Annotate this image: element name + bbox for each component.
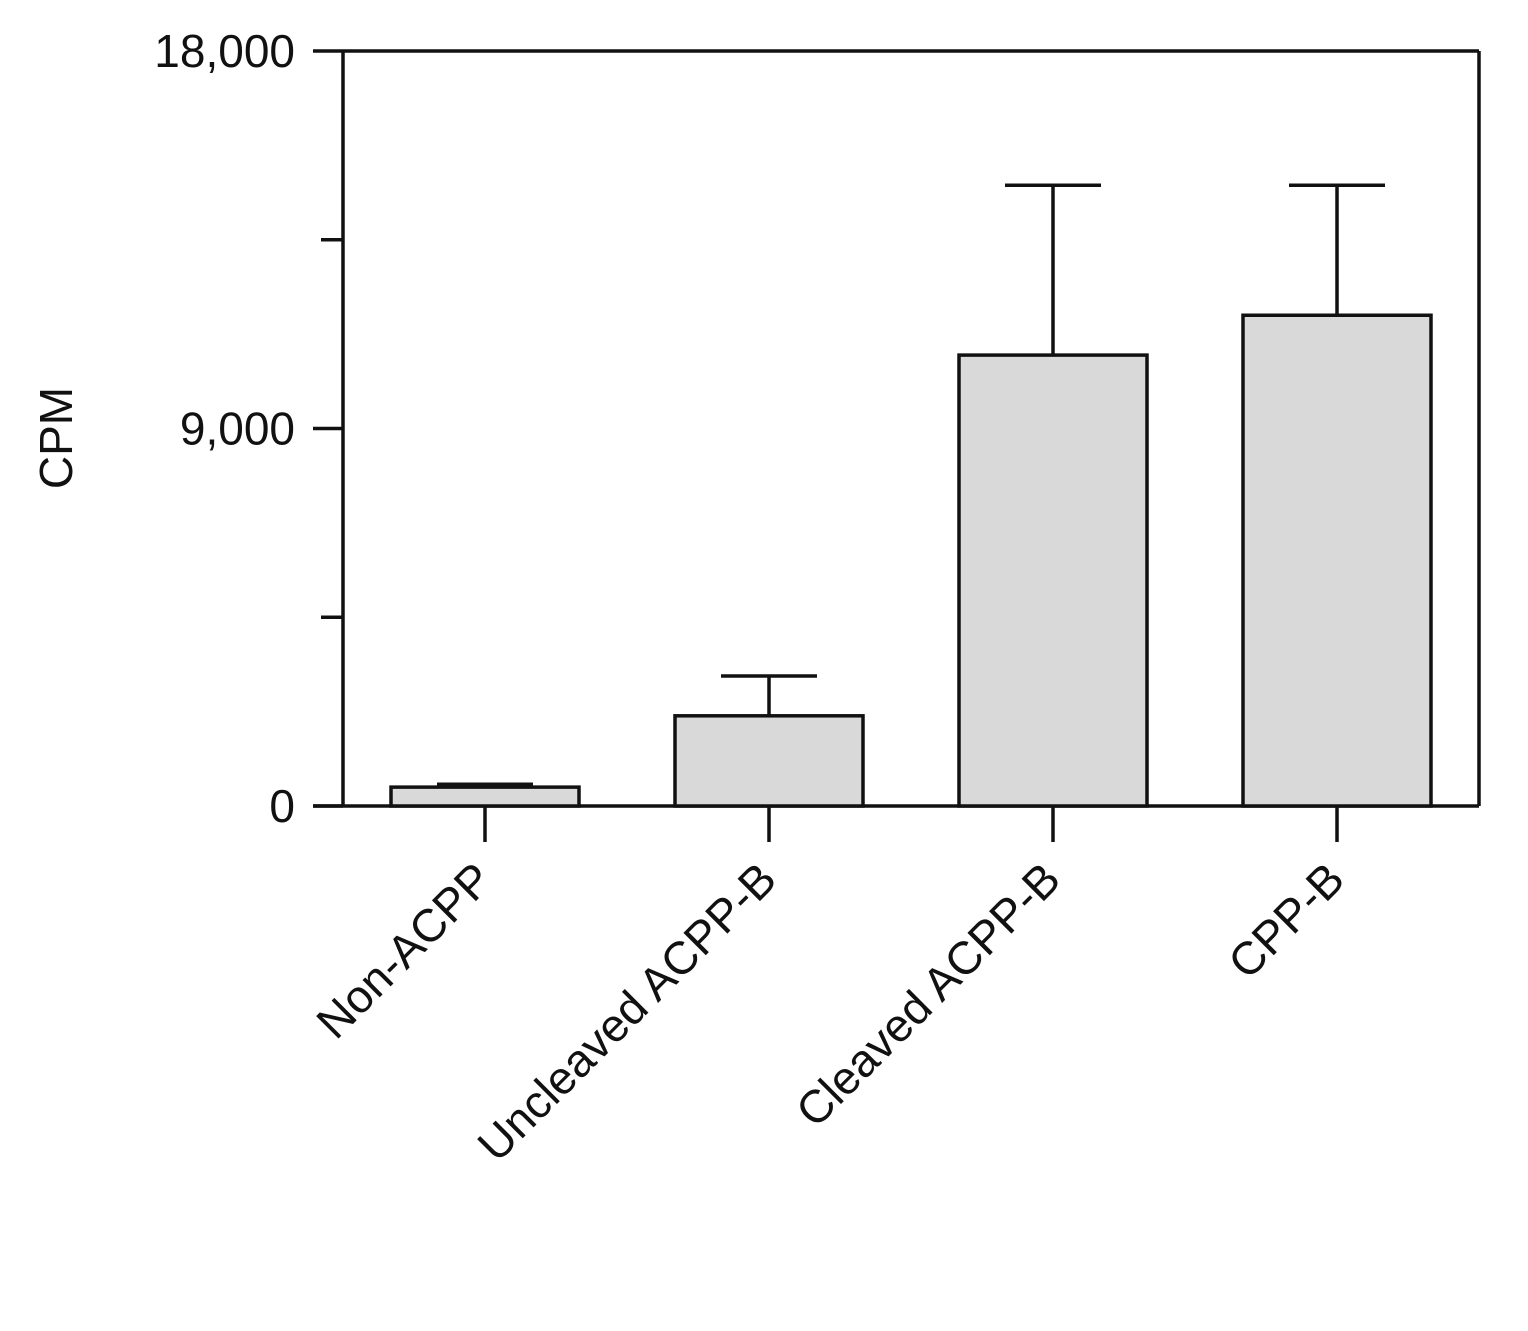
bar [673, 714, 865, 808]
y-axis: 0 9,000 18,000 [154, 25, 343, 832]
bar [389, 785, 581, 808]
x-tick-label: Uncleaved ACPP-B [467, 852, 786, 1171]
y-tick-label: 18,000 [154, 25, 295, 77]
bar [957, 353, 1149, 808]
bar [1241, 313, 1433, 808]
y-axis-label: CPM [30, 387, 82, 489]
y-tick-label: 9,000 [180, 403, 295, 455]
x-tick-label: Non-ACPP [306, 852, 502, 1048]
error-bars-group [437, 183, 1385, 788]
bars-group [389, 313, 1433, 808]
x-tick-label: Cleaved ACPP-B [786, 852, 1070, 1136]
x-tick-label: CPP-B [1218, 852, 1354, 988]
y-tick-label: 0 [269, 780, 295, 832]
